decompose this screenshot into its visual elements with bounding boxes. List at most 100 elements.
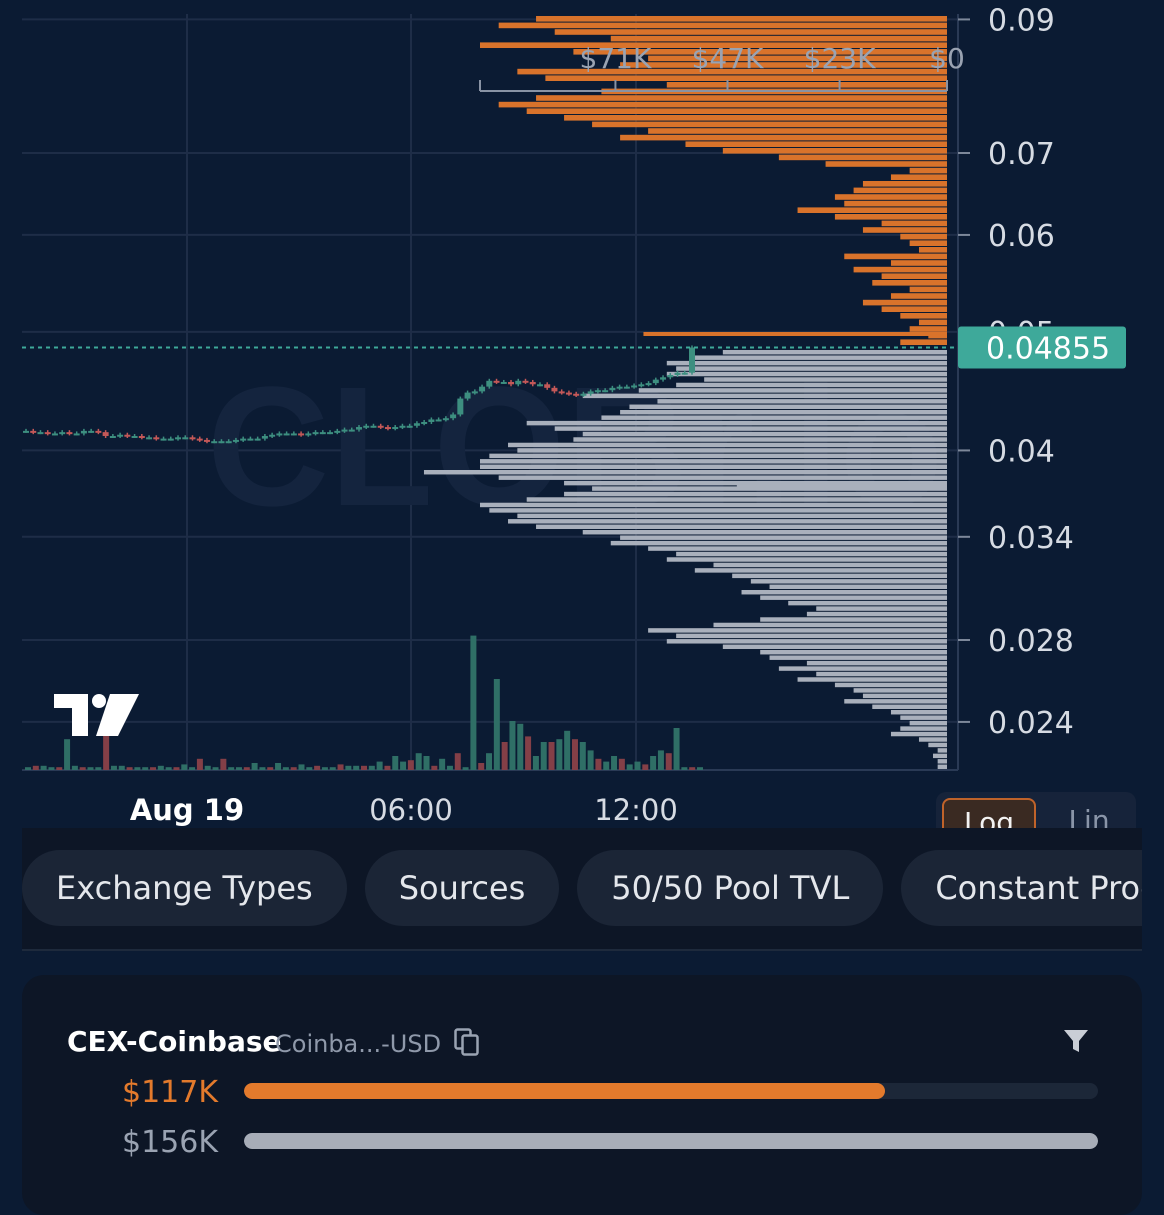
candle-body	[44, 432, 51, 435]
bid-depth-bar	[797, 207, 947, 213]
filter-tabs: Exchange Types Sources 50/50 Pool TVL Const…	[22, 850, 1142, 928]
candle-body	[240, 438, 247, 441]
filter-icon[interactable]	[1062, 1027, 1090, 1055]
volume-bar	[564, 730, 571, 770]
volume-bar	[361, 765, 367, 770]
current-price-label-box	[958, 326, 1126, 369]
candle-body	[486, 380, 493, 387]
candle-body	[450, 414, 457, 419]
volume-bar	[525, 736, 532, 770]
candle-body	[515, 380, 522, 385]
price-chart[interactable]: CLOBr.io 0.090.070.060.050.040.0340.0280…	[0, 0, 1164, 830]
ask-depth-bar	[928, 742, 947, 748]
volume-bar	[392, 756, 399, 770]
volume-bar	[40, 765, 47, 770]
ask-depth-bars	[423, 350, 948, 769]
bid-depth-bar	[536, 16, 947, 22]
ask-depth-bar	[736, 484, 947, 489]
bid-depth-bar	[844, 200, 947, 207]
copy-icon[interactable]	[454, 1028, 480, 1056]
bid-depth-bar	[862, 227, 947, 233]
candle-body	[138, 436, 145, 439]
candle-body	[269, 434, 276, 437]
candle-body	[102, 432, 109, 437]
time-tick-label: 06:00	[369, 793, 453, 827]
ask-depth-bar	[890, 731, 947, 737]
tab-exchange-types[interactable]: Exchange Types	[22, 850, 347, 926]
volume-bar	[32, 765, 39, 770]
ask-depth-bar	[722, 644, 947, 649]
candle-body	[428, 419, 435, 422]
bid-depth-bar	[592, 121, 947, 128]
ask-depth-bar	[918, 737, 947, 742]
bid-liquidity-value: $117K	[122, 1075, 219, 1110]
volume-bar	[657, 750, 664, 770]
candle-body	[73, 433, 80, 436]
volume-bars	[25, 635, 703, 770]
volume-bar	[697, 767, 703, 770]
candle-body	[117, 434, 124, 437]
candle-body	[681, 372, 688, 375]
volume-bar	[134, 767, 141, 770]
candle-body	[493, 380, 500, 383]
candle-body	[573, 393, 580, 396]
ask-depth-bar	[554, 426, 947, 431]
bid-depth-bar	[881, 306, 947, 312]
candle-body	[131, 436, 138, 439]
volume-bar	[189, 767, 196, 770]
bid-depth-bar	[722, 148, 947, 154]
candle-body	[464, 392, 471, 399]
ask-depth-bar	[648, 546, 947, 551]
depth-axis: $71K $47K $23K $0	[479, 42, 965, 92]
tab-constant-product[interactable]: Constant Product	[901, 850, 1142, 926]
bid-depth-bar	[881, 220, 947, 227]
ask-depth-bar	[517, 513, 947, 519]
bid-depth-bar	[536, 95, 947, 101]
volume-bar	[345, 765, 352, 770]
volume-bar	[212, 767, 219, 770]
ask-depth-bar	[666, 371, 947, 377]
candle-body	[327, 432, 334, 435]
volume-bar	[243, 767, 250, 770]
candle-body	[565, 392, 572, 395]
ask-depth-bar	[676, 633, 947, 639]
bid-depth-bar	[900, 339, 947, 345]
candle-body	[167, 438, 174, 441]
bid-liquidity-bar	[244, 1083, 885, 1099]
ask-depth-bar	[498, 475, 947, 480]
bid-depth-bar	[900, 313, 947, 319]
candle-body	[305, 433, 312, 436]
ask-depth-bar	[872, 704, 947, 709]
volume-bar	[181, 764, 188, 770]
candle-body	[290, 433, 297, 436]
candle-body	[196, 438, 203, 441]
tab-pool-tvl[interactable]: 50/50 Pool TVL	[577, 850, 884, 926]
candle-body	[479, 386, 486, 392]
candle-body	[471, 391, 478, 394]
candle-body	[399, 425, 406, 428]
volume-bar	[95, 767, 102, 770]
ask-depth-bar	[862, 693, 947, 699]
candle-body	[95, 430, 102, 433]
candle-body	[225, 441, 232, 444]
candle-body	[66, 432, 73, 435]
ask-depth-bar	[666, 360, 947, 366]
bid-depth-bar	[480, 42, 947, 48]
bid-depth-bar	[517, 68, 947, 75]
candle-body	[609, 387, 616, 391]
filter-tabs-panel: Exchange Types Sources 50/50 Pool TVL Const…	[22, 828, 1142, 950]
volume-bar	[439, 758, 446, 770]
volume-bar	[103, 730, 110, 770]
tab-sources[interactable]: Sources	[364, 850, 560, 926]
ask-depth-bar	[769, 655, 947, 660]
volume-bar	[150, 767, 157, 770]
volume-bar	[110, 765, 117, 770]
ask-depth-bar	[844, 699, 947, 704]
candle-body	[594, 390, 601, 393]
candle-body	[88, 430, 95, 433]
candle-body	[435, 419, 442, 422]
volume-bar	[579, 742, 586, 770]
bid-depth-bar	[862, 299, 947, 306]
ask-depth-bar	[620, 410, 947, 415]
